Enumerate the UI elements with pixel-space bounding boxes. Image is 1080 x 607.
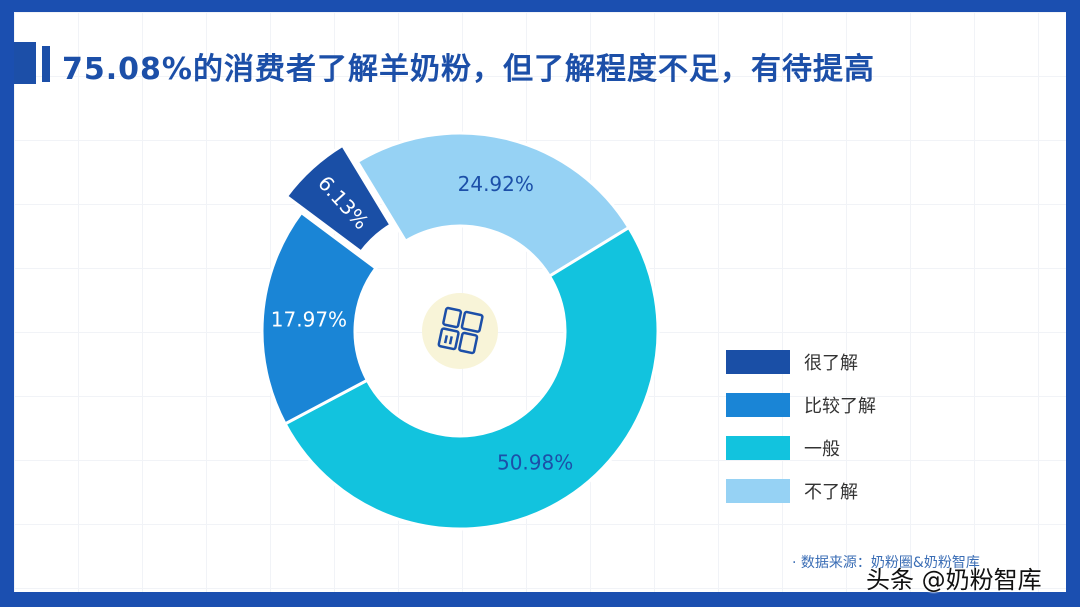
slice-比较了解 bbox=[260, 210, 378, 426]
legend-item: 一般 bbox=[726, 426, 876, 469]
legend-label: 不了解 bbox=[804, 481, 858, 503]
slice-很了解 bbox=[284, 143, 393, 255]
title-accent-thin bbox=[42, 46, 50, 82]
watermark: 头条 @奶粉智库 bbox=[866, 566, 1042, 594]
data-label: 24.92% bbox=[458, 172, 534, 196]
slice-一般 bbox=[283, 225, 660, 531]
legend: 很了解比较了解一般不了解 bbox=[726, 340, 876, 512]
legend-item: 很了解 bbox=[726, 340, 876, 383]
source-note: · 数据来源：奶粉圈&奶粉智库 bbox=[792, 555, 980, 571]
legend-label: 一般 bbox=[804, 438, 840, 460]
slice-不了解 bbox=[355, 131, 631, 279]
grid-layout-icon bbox=[437, 306, 484, 355]
legend-swatch bbox=[726, 349, 790, 374]
card bbox=[14, 12, 1066, 592]
legend-item: 比较了解 bbox=[726, 383, 876, 426]
title-accent bbox=[14, 42, 36, 84]
data-label: 17.97% bbox=[271, 307, 347, 331]
legend-label: 比较了解 bbox=[804, 395, 876, 417]
legend-swatch bbox=[726, 392, 790, 417]
center-badge bbox=[422, 293, 498, 369]
legend-item: 不了解 bbox=[726, 469, 876, 512]
legend-label: 很了解 bbox=[804, 352, 858, 374]
legend-swatch bbox=[726, 435, 790, 460]
legend-swatch bbox=[726, 478, 790, 503]
data-label: 50.98% bbox=[497, 451, 573, 475]
page-title: 75.08%的消费者了解羊奶粉，但了解程度不足，有待提高 bbox=[62, 52, 875, 87]
